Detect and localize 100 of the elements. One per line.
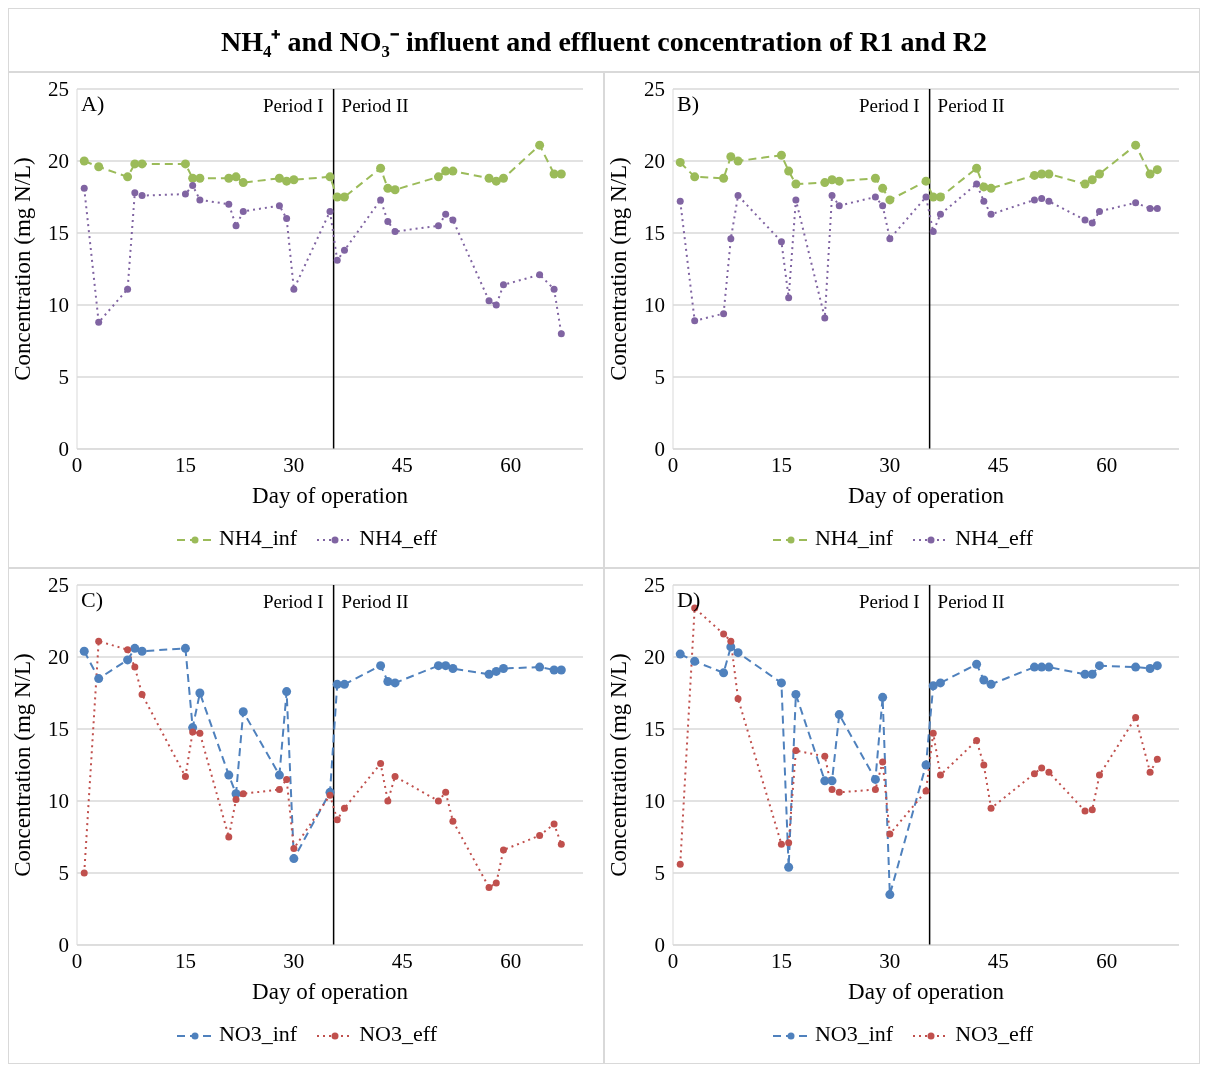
x-tick-label: 45	[987, 948, 1009, 973]
point	[231, 172, 241, 182]
point	[550, 820, 558, 828]
point	[383, 676, 393, 686]
point	[390, 678, 400, 688]
point	[95, 318, 103, 326]
point	[536, 271, 544, 279]
point	[391, 773, 399, 781]
point	[1146, 205, 1154, 213]
point	[138, 690, 146, 698]
point	[196, 196, 204, 204]
point	[878, 183, 888, 193]
legend-label: NH4_inf	[814, 525, 894, 551]
point	[441, 661, 451, 671]
point	[979, 675, 989, 685]
point	[123, 655, 133, 665]
point	[776, 150, 786, 160]
point	[195, 688, 205, 698]
point	[79, 156, 89, 166]
point	[870, 173, 880, 183]
point	[733, 156, 743, 166]
point	[498, 173, 508, 183]
point	[449, 817, 457, 825]
annotation: A)	[81, 91, 105, 117]
legend-label: NO3_inf	[218, 1021, 298, 1047]
point	[878, 692, 888, 702]
point	[936, 210, 944, 218]
point	[785, 294, 793, 302]
point	[289, 854, 299, 864]
point	[1094, 661, 1104, 671]
point	[835, 788, 843, 796]
point	[80, 869, 88, 877]
point	[196, 729, 204, 737]
point	[979, 182, 989, 192]
point	[550, 285, 558, 293]
annotation: Period I	[262, 95, 324, 117]
point	[491, 176, 501, 186]
point	[225, 200, 233, 208]
point	[377, 760, 385, 768]
point	[390, 185, 400, 195]
point	[238, 178, 248, 188]
point	[719, 668, 729, 678]
point	[1045, 197, 1053, 205]
point	[733, 648, 743, 658]
legend-label: NO3_inf	[814, 1021, 894, 1047]
point	[485, 297, 493, 305]
legend-label: NH4_inf	[218, 525, 298, 551]
point	[340, 804, 348, 812]
point	[326, 207, 334, 215]
point	[871, 193, 879, 201]
point	[834, 176, 844, 186]
point	[871, 785, 879, 793]
y-axis-title: Concentration (mg N/L)	[10, 157, 36, 381]
point	[734, 695, 742, 703]
y-axis-title: Concentration (mg N/L)	[606, 157, 632, 381]
point	[690, 656, 700, 666]
point	[283, 215, 291, 223]
point	[727, 637, 735, 645]
point	[442, 210, 450, 218]
point	[719, 173, 729, 183]
point	[499, 846, 507, 854]
point	[557, 840, 565, 848]
point	[1131, 662, 1141, 672]
annotation: Period I	[858, 591, 920, 613]
point	[340, 246, 348, 254]
x-axis-title: Day of operation	[848, 979, 1005, 1004]
point	[1080, 179, 1090, 189]
y-tick-label: 20	[48, 645, 69, 670]
point	[138, 192, 146, 200]
x-tick-label: 15	[770, 452, 792, 477]
point	[987, 210, 995, 218]
point	[1081, 807, 1089, 815]
x-tick-label: 60	[1096, 452, 1118, 477]
point	[1030, 770, 1038, 778]
point	[1095, 771, 1103, 779]
point	[820, 776, 830, 786]
point	[720, 310, 728, 318]
point	[834, 710, 844, 720]
x-tick-label: 45	[391, 452, 413, 477]
y-tick-label: 10	[48, 293, 69, 318]
point	[123, 172, 133, 182]
point	[675, 157, 685, 167]
point	[935, 678, 945, 688]
point	[434, 222, 442, 230]
point	[691, 317, 699, 325]
point	[792, 196, 800, 204]
point	[1094, 169, 1104, 179]
point	[1088, 219, 1096, 227]
annotation: Period I	[262, 591, 324, 613]
point	[986, 679, 996, 689]
x-axis-title: Day of operation	[848, 483, 1005, 508]
y-tick-label: 10	[48, 789, 69, 814]
point	[391, 228, 399, 236]
point	[95, 637, 103, 645]
point	[376, 163, 386, 173]
legend-label: NO3_eff	[358, 1021, 437, 1047]
y-axis-title: Concentration (mg N/L)	[10, 653, 36, 877]
point	[1044, 169, 1054, 179]
x-tick-label: 15	[770, 948, 792, 973]
point	[784, 862, 794, 872]
